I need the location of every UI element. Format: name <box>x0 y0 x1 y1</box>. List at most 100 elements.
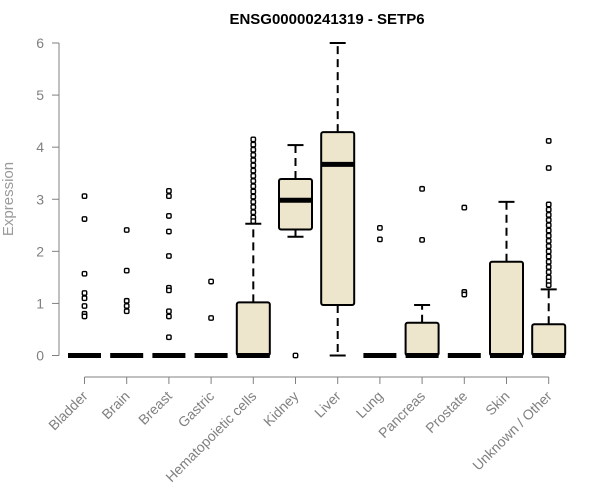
chart-title: ENSG00000241319 - SETP6 <box>229 11 424 28</box>
box-body <box>489 260 524 357</box>
outlier-point <box>545 253 552 260</box>
outlier-point <box>81 193 88 200</box>
outlier-point <box>377 224 383 231</box>
x-tick-label-pancreas: Pancreas <box>375 388 428 441</box>
outlier-point <box>292 352 299 359</box>
outlier-point <box>165 313 172 320</box>
outlier-point <box>250 193 257 200</box>
outlier-point <box>250 141 257 148</box>
outlier-point <box>419 236 425 243</box>
box-group-lung <box>363 224 397 358</box>
outlier-point <box>250 204 257 210</box>
outlier-point <box>208 278 214 285</box>
x-tick-label-kidney: Kidney <box>260 388 302 430</box>
y-tick-label: 1 <box>36 295 44 311</box>
y-tick-label: 5 <box>36 87 44 103</box>
x-tick-label-lung: Lung <box>353 388 386 421</box>
box-group-skin <box>489 200 524 358</box>
outlier-point <box>545 206 552 213</box>
outlier-point <box>545 138 552 144</box>
outlier-point <box>250 167 257 174</box>
y-axis: 0 1 2 3 4 5 6 <box>36 35 60 364</box>
outlier-point <box>250 146 257 153</box>
outlier-point <box>250 183 257 190</box>
box-body <box>320 131 356 306</box>
x-tick-label-prostate: Prostate <box>422 388 470 436</box>
outlier-point <box>545 248 552 255</box>
box-group-liver <box>320 42 356 357</box>
outlier-point <box>545 165 552 171</box>
outlier-point <box>123 297 130 304</box>
outlier-point <box>545 201 552 208</box>
outlier-point <box>81 295 88 302</box>
outlier-point <box>250 172 257 179</box>
outlier-point <box>250 152 257 158</box>
box-group-brain <box>110 227 144 358</box>
x-tick-label-unknown-other: Unknown / Other <box>469 388 555 474</box>
box-group-prostate <box>447 204 481 358</box>
box-group-unknown-other <box>531 138 567 358</box>
outlier-point <box>250 162 257 169</box>
outlier-point <box>165 308 172 315</box>
outlier-point <box>250 178 257 184</box>
outlier-point <box>250 198 257 205</box>
y-tick-label: 3 <box>36 191 44 207</box>
outlier-point <box>545 264 552 270</box>
outlier-point <box>545 269 552 276</box>
outlier-point <box>461 291 468 298</box>
outlier-point <box>377 236 383 243</box>
outlier-point <box>81 270 88 277</box>
box-body <box>235 301 271 357</box>
outlier-point <box>123 308 130 315</box>
outlier-point <box>250 218 257 225</box>
outlier-point <box>165 334 172 341</box>
outlier-point <box>165 253 172 259</box>
outlier-point <box>461 204 468 211</box>
y-tick-label: 2 <box>36 243 44 259</box>
outlier-point <box>165 228 172 235</box>
outlier-point <box>123 227 130 233</box>
box-body <box>404 321 440 357</box>
outlier-point <box>81 303 88 309</box>
outlier-point <box>545 217 552 223</box>
box-body <box>278 177 313 231</box>
outlier-point <box>545 211 552 218</box>
x-tick-label-breast: Breast <box>135 388 175 428</box>
box-body <box>531 323 567 357</box>
x-tick-label-skin: Skin <box>482 388 513 419</box>
outlier-point <box>545 227 552 234</box>
outlier-point <box>81 290 88 296</box>
box-group-breast <box>152 188 186 358</box>
outlier-point <box>250 188 257 195</box>
y-tick-label: 0 <box>36 348 44 364</box>
outlier-point <box>123 267 130 274</box>
box-group-gastric <box>194 278 228 358</box>
outlier-point <box>165 188 172 194</box>
plot-area <box>68 42 567 359</box>
outlier-point <box>81 313 88 320</box>
x-tick-label-brain: Brain <box>98 388 132 422</box>
box-group-bladder <box>68 193 101 358</box>
outlier-point <box>545 232 552 239</box>
outlier-point <box>250 209 257 216</box>
x-tick-label-liver: Liver <box>311 388 344 421</box>
outlier-point <box>545 238 552 244</box>
outlier-point <box>250 136 257 143</box>
x-tick-label-bladder: Bladder <box>45 388 91 434</box>
y-axis-label: Expression <box>0 162 17 236</box>
outlier-point <box>419 185 425 192</box>
outlier-point <box>165 193 172 200</box>
box-group-hematopoietic-cells <box>235 136 271 358</box>
outlier-point <box>545 243 552 250</box>
outlier-point <box>81 216 88 222</box>
outlier-point <box>250 157 257 164</box>
box-group-pancreas <box>404 185 440 358</box>
outlier-point <box>165 287 172 294</box>
y-tick-label: 4 <box>36 139 44 155</box>
y-tick-label: 6 <box>36 35 44 51</box>
outlier-point <box>123 303 130 309</box>
outlier-point <box>545 282 552 289</box>
